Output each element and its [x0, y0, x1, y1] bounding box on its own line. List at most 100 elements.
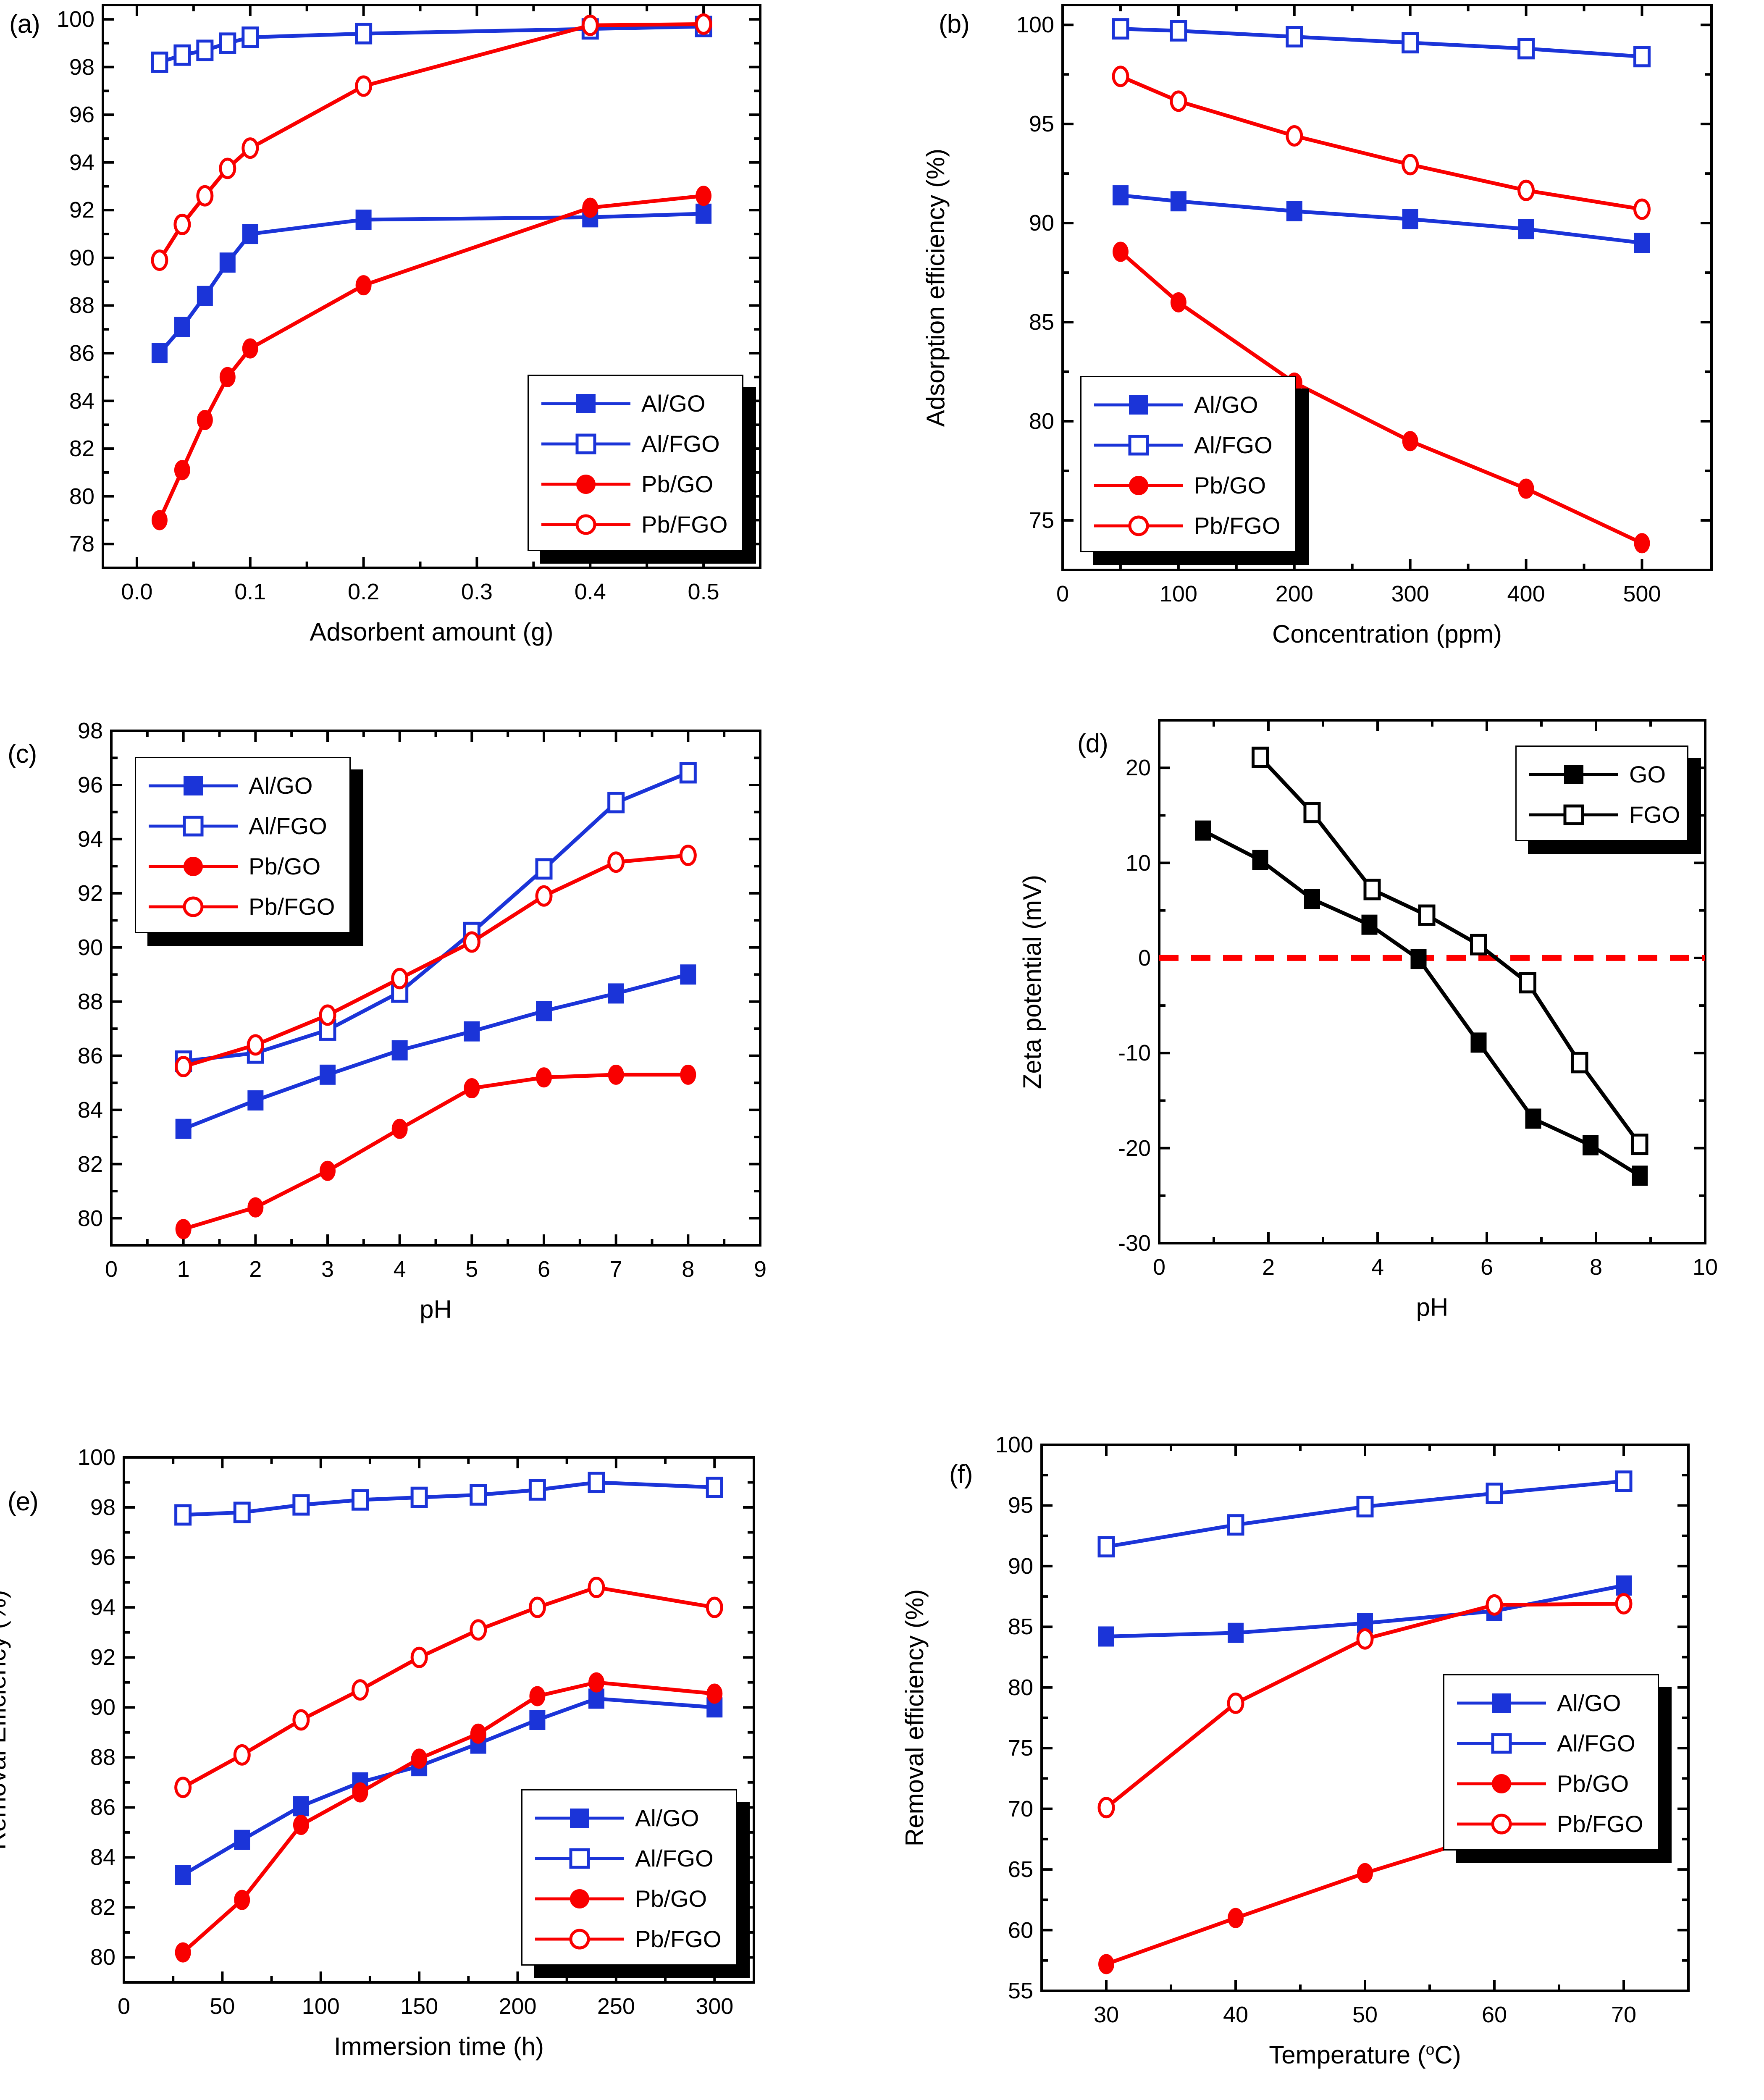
legend-item-pb-fgo[interactable]: Pb/FGO	[147, 887, 335, 927]
ytick-label: 90	[90, 1695, 116, 1720]
ytick-label: 90	[1029, 210, 1054, 236]
legend-label: Al/GO	[1557, 1690, 1621, 1716]
legend-label: Al/FGO	[1194, 432, 1273, 458]
ytick-label: 88	[69, 293, 94, 318]
ytick-label: 85	[1029, 310, 1054, 335]
xtick-label: 100	[302, 1994, 340, 2019]
series-f-al-fgo	[1097, 1470, 1633, 1558]
legend-marker-filled-square	[533, 1803, 626, 1833]
legend-box: Al/GO Al/FGO Pb/GO Pb/FGO	[1080, 376, 1296, 552]
panel-label-f: (f)	[949, 1460, 973, 1489]
legend-item-al-fgo[interactable]: Al/FGO	[1455, 1723, 1635, 1764]
xtick-label: 500	[1623, 581, 1661, 606]
legend-item-pb-go[interactable]: Pb/GO	[147, 846, 320, 887]
legend-label: Al/FGO	[249, 813, 327, 839]
ytick-label: 88	[77, 989, 103, 1014]
ytick-label: 80	[69, 483, 94, 509]
legend-label: Pb/GO	[1194, 472, 1266, 499]
ytick-label: 98	[69, 54, 94, 80]
legend-item-pb-go[interactable]: Pb/GO	[1092, 465, 1266, 506]
ytick-label: 80	[1029, 409, 1054, 434]
legend-item-go[interactable]: GO	[1528, 754, 1666, 795]
legend-marker-open-circle	[1092, 511, 1185, 541]
xtick-label: 300	[696, 1994, 734, 2019]
xtick-label: 0.4	[574, 579, 606, 604]
legend-marker-filled-circle	[147, 852, 239, 881]
ytick-label: 75	[1029, 508, 1054, 533]
legend-box: Al/GO Al/FGO Pb/GO Pb/FGO	[135, 757, 351, 933]
ytick-label: 20	[1125, 755, 1151, 781]
legend-label: Pb/FGO	[641, 511, 728, 538]
ytick-label: 96	[77, 772, 103, 798]
legend-marker-filled-square	[1092, 390, 1185, 420]
legend-label: Al/FGO	[635, 1845, 714, 1872]
legend-item-al-go[interactable]: Al/GO	[1455, 1683, 1621, 1723]
ytick-label: 86	[77, 1043, 103, 1068]
legend-item-al-go[interactable]: Al/GO	[533, 1798, 699, 1838]
legend-box: GO FGO	[1515, 746, 1688, 841]
legend-box: Al/GO Al/FGO Pb/GO Pb/FGO	[521, 1789, 737, 1966]
ytick-label: 90	[1008, 1553, 1033, 1579]
xtick-label: 150	[400, 1994, 438, 2019]
legend-item-al-fgo[interactable]: Al/FGO	[1092, 425, 1273, 465]
legend-marker-open-square	[1455, 1729, 1548, 1758]
panel-label-a: (a)	[9, 10, 40, 39]
legend-item-al-go[interactable]: Al/GO	[540, 383, 705, 424]
ytick-label: 94	[77, 826, 103, 852]
xtick-label: 2	[1262, 1255, 1275, 1280]
legend-item-al-go[interactable]: Al/GO	[147, 766, 312, 806]
ytick-label: 88	[90, 1745, 116, 1770]
legend-marker-open-circle	[533, 1924, 626, 1954]
legend-label: Al/GO	[1194, 391, 1258, 418]
legend-marker-filled-square	[147, 771, 239, 801]
legend-item-pb-go[interactable]: Pb/GO	[540, 464, 713, 504]
xtick-label: 2	[249, 1257, 262, 1282]
legend-item-pb-go[interactable]: Pb/GO	[1455, 1764, 1629, 1804]
legend-item-al-fgo[interactable]: Al/FGO	[533, 1838, 714, 1879]
legend-item-pb-go[interactable]: Pb/GO	[533, 1879, 707, 1919]
legend-label: Pb/FGO	[1194, 512, 1281, 539]
xtick-label: 70	[1611, 2002, 1637, 2027]
xtick-label: 400	[1507, 581, 1545, 606]
legend-marker-filled-square	[540, 389, 632, 418]
legend-label: GO	[1629, 761, 1666, 788]
ytick-label: 75	[1008, 1735, 1033, 1761]
ytick-label: 92	[69, 197, 94, 223]
legend-item-pb-fgo[interactable]: Pb/FGO	[533, 1919, 721, 1959]
xtick-label: 0.1	[234, 579, 266, 604]
legend-item-al-go[interactable]: Al/GO	[1092, 385, 1258, 425]
y-axis-label-f: Removal efficiency (%)	[900, 1589, 929, 1847]
panel-label-e: (e)	[8, 1487, 39, 1516]
legend-marker-open-square	[1528, 800, 1620, 830]
xtick-label: 300	[1391, 581, 1429, 606]
legend-item-fgo[interactable]: FGO	[1528, 795, 1680, 835]
xtick-label: 60	[1481, 2002, 1507, 2027]
x-axis-label-e: Immersion time (h)	[333, 2032, 544, 2061]
legend-item-al-fgo[interactable]: Al/FGO	[147, 806, 327, 846]
legend-item-pb-fgo[interactable]: Pb/FGO	[1092, 506, 1280, 546]
legend-item-pb-fgo[interactable]: Pb/FGO	[540, 504, 727, 545]
ytick-label: 86	[69, 340, 94, 366]
legend-marker-filled-circle	[1092, 471, 1185, 500]
ytick-label: 80	[1008, 1675, 1033, 1700]
legend-item-pb-fgo[interactable]: Pb/FGO	[1455, 1804, 1643, 1844]
xtick-label: 9	[753, 1257, 767, 1282]
ytick-label: 85	[1008, 1614, 1033, 1640]
ytick-label: 82	[90, 1895, 116, 1920]
legend-box: Al/GO Al/FGO Pb/GO Pb/FGO	[1443, 1674, 1659, 1851]
ytick-label: 92	[90, 1645, 116, 1670]
ytick-label: 84	[69, 388, 94, 414]
xtick-label: 200	[1275, 581, 1313, 606]
legend-f: Al/GO Al/FGO Pb/GO Pb/FGO	[1443, 1674, 1673, 1865]
ytick-label: 90	[69, 245, 94, 270]
ytick-label: 96	[90, 1545, 116, 1570]
legend-label: Pb/GO	[641, 471, 714, 497]
ytick-label: 95	[1008, 1493, 1033, 1518]
legend-marker-filled-circle	[1455, 1769, 1548, 1798]
ytick-label: 94	[90, 1595, 116, 1620]
ytick-label: 55	[1008, 1978, 1033, 2003]
xtick-label: 0	[117, 1994, 131, 2019]
legend-item-al-fgo[interactable]: Al/FGO	[540, 424, 720, 464]
ytick-label: 92	[77, 880, 103, 906]
